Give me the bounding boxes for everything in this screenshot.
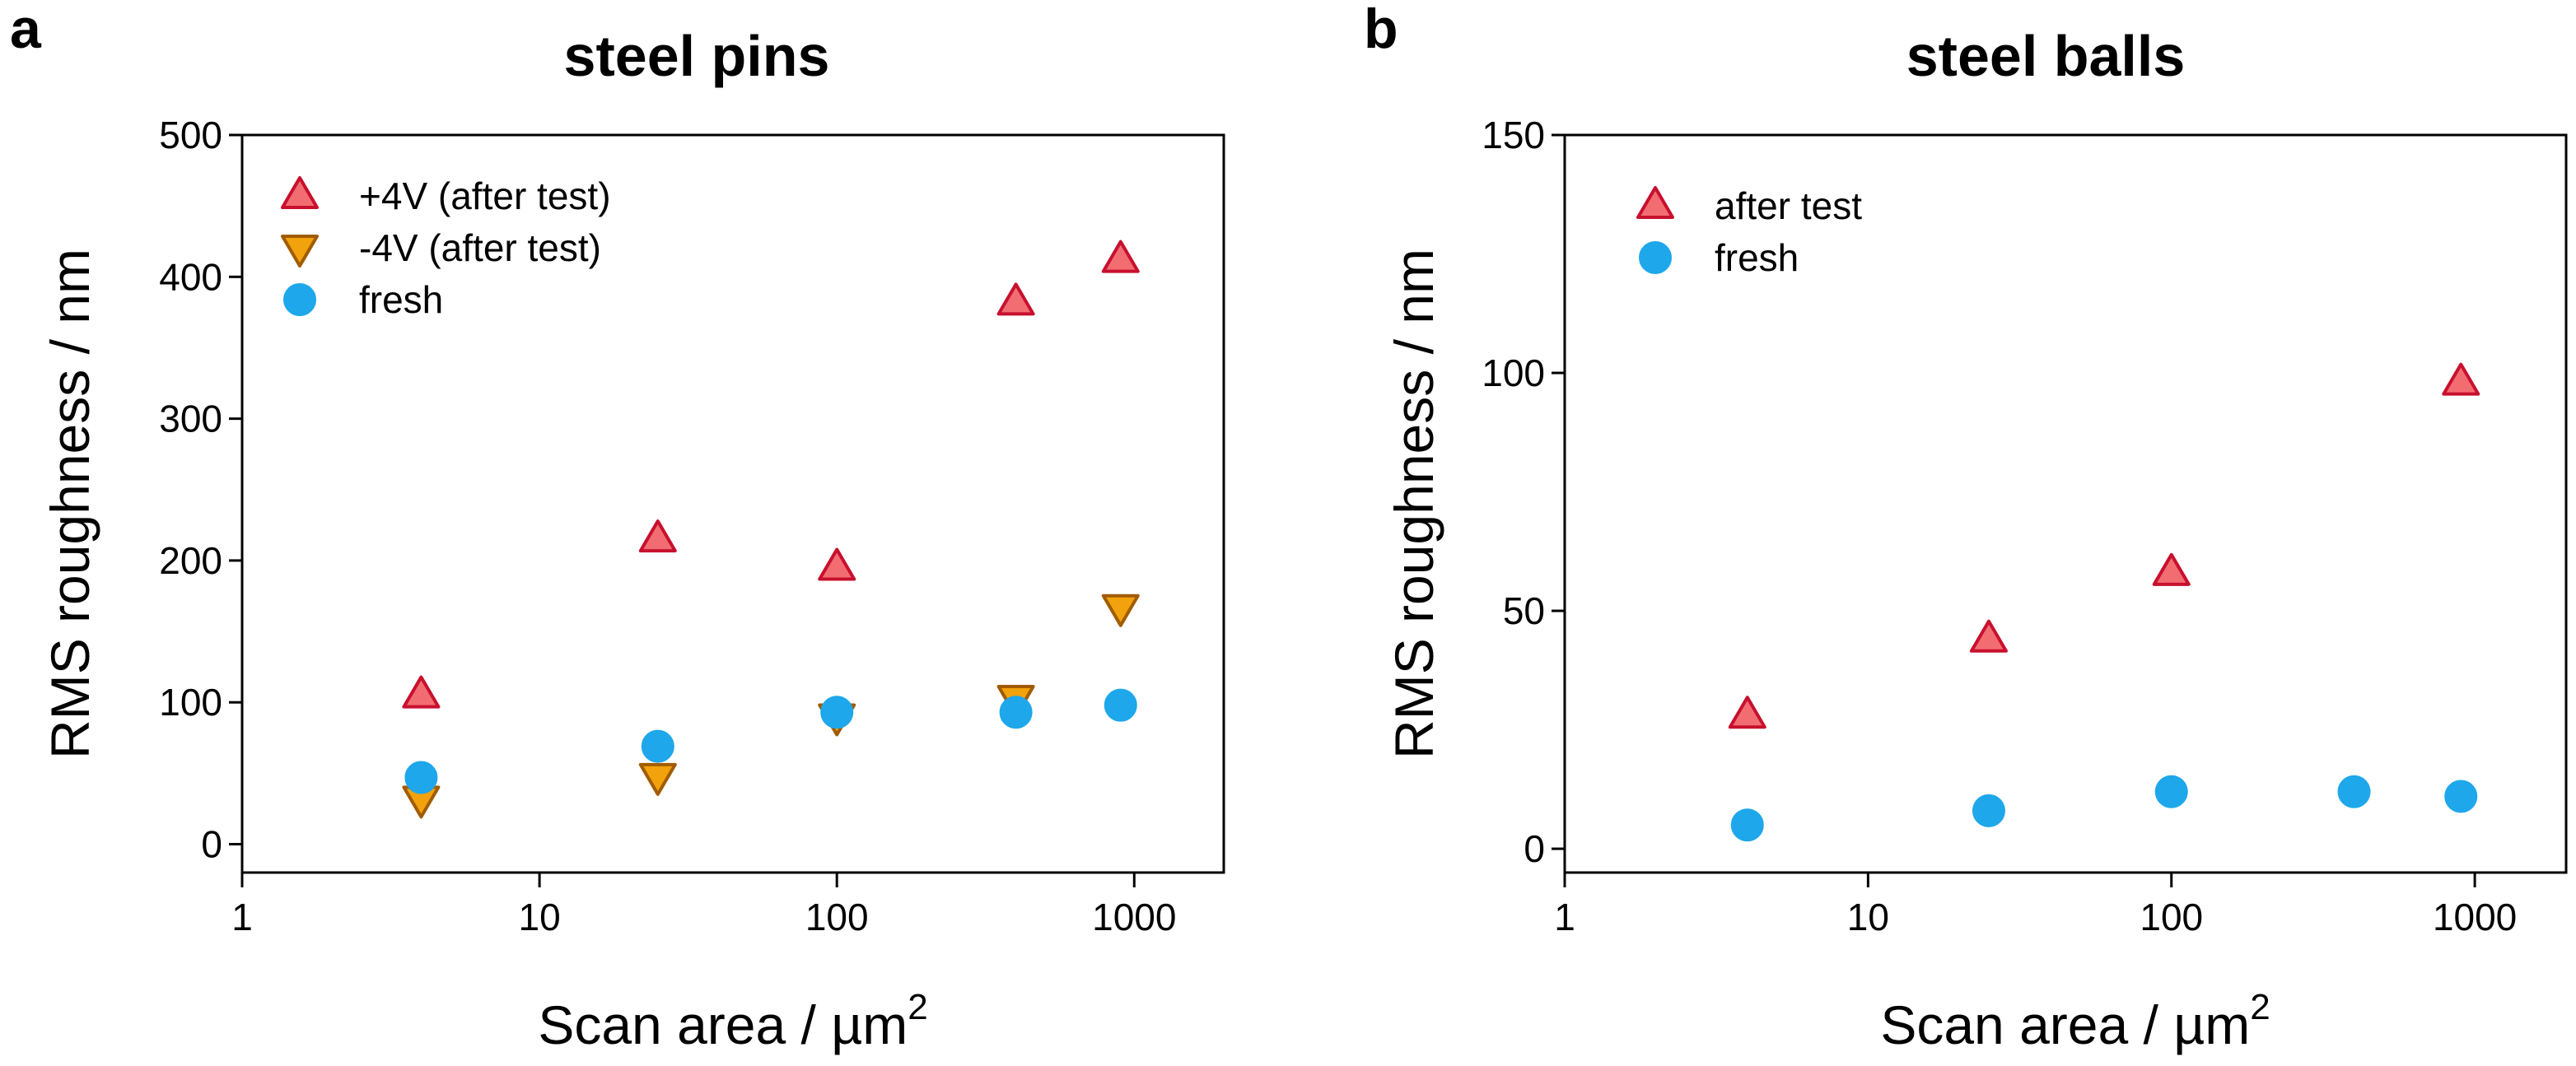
data-point-triangle-up (1728, 696, 1766, 729)
panel-b: b steel balls 0 50 100 150 1 10 100 1000 after … (1364, 0, 2568, 1055)
panel-a-legend: +4V (after test) -4V (after test) fresh (281, 175, 611, 321)
data-point-triangle-down (638, 762, 677, 796)
y-tick-label: 0 (1524, 827, 1545, 870)
data-point-circle (1730, 808, 1764, 842)
panel-b-xlabel-superscript: 2 (2250, 987, 2270, 1027)
panel-a-points (402, 240, 1140, 819)
panel-b-ylabel: RMS roughness / nm (1384, 249, 1444, 759)
y-tick-label: 50 (1503, 589, 1545, 632)
data-point-circle (2444, 780, 2478, 813)
y-tick-label: 400 (159, 255, 222, 298)
legend-label: -4V (after test) (359, 226, 601, 269)
x-tick-label: 1000 (1092, 896, 1176, 938)
panel-letter-a: a (10, 0, 42, 60)
data-point-circle (2337, 775, 2371, 808)
panel-b-xlabel: Scan area / µm2 (1880, 987, 2270, 1055)
legend-marker-triangle-down (281, 235, 319, 268)
legend-label: fresh (1715, 236, 1799, 279)
data-point-triangle-up (1969, 619, 2008, 653)
panel-b-points (1728, 362, 2480, 842)
data-point-circle (641, 729, 674, 763)
x-tick-label: 100 (805, 896, 869, 938)
y-tick-label: 100 (1482, 351, 1545, 394)
panel-b-legend: after test fresh (1636, 184, 1862, 279)
panel-a-xlabel: Scan area / µm2 (538, 987, 927, 1055)
y-tick-label: 500 (159, 114, 222, 156)
y-tick-label: 100 (159, 681, 222, 724)
panel-a-xlabel-superscript: 2 (908, 987, 927, 1027)
legend-label: +4V (after test) (359, 175, 611, 217)
panel-b-ticks: 0 50 100 150 1 10 100 1000 (1482, 114, 2517, 938)
data-point-circle (404, 761, 438, 794)
y-tick-label: 150 (1482, 114, 1545, 156)
data-point-triangle-up (2152, 552, 2191, 586)
panel-a-xlabel-text: Scan area / µm (538, 994, 908, 1055)
panel-a-ticks: 0 100 200 300 400 500 1 10 100 1000 (159, 114, 1176, 938)
data-point-circle (820, 696, 854, 729)
data-point-triangle-up (2442, 362, 2480, 396)
panel-b-title: steel balls (1906, 24, 2186, 88)
panel-a-ylabel: RMS roughness / nm (40, 249, 100, 759)
x-tick-label: 1 (1554, 896, 1575, 938)
panel-b-xlabel-text: Scan area / µm (1880, 994, 2250, 1055)
data-point-circle (1972, 794, 2005, 827)
y-tick-label: 300 (159, 398, 222, 440)
x-tick-label: 10 (519, 896, 561, 938)
panel-a-plot-frame (240, 133, 1225, 874)
data-point-triangle-up (402, 675, 441, 709)
legend-marker-triangle-up (1636, 186, 1674, 219)
legend-label: fresh (359, 278, 443, 321)
data-point-triangle-down (1101, 594, 1140, 627)
legend-label: after test (1715, 184, 1862, 227)
y-tick-label: 200 (159, 539, 222, 582)
legend-marker-circle (283, 283, 316, 316)
data-point-triangle-up (996, 282, 1035, 316)
data-point-circle (1104, 688, 1137, 722)
legend-marker-circle (1639, 241, 1672, 274)
y-tick-label: 0 (201, 823, 222, 866)
data-point-triangle-up (638, 519, 677, 553)
data-point-triangle-up (818, 547, 856, 581)
x-tick-label: 100 (2140, 896, 2203, 938)
x-tick-label: 1000 (2433, 896, 2517, 938)
panel-b-plot-frame (1563, 133, 2568, 874)
panel-a-title: steel pins (564, 24, 830, 88)
data-point-circle (2154, 775, 2188, 808)
x-tick-label: 10 (1847, 896, 1889, 938)
data-point-circle (999, 696, 1033, 729)
panel-letter-b: b (1364, 0, 1398, 60)
x-tick-label: 1 (231, 896, 253, 938)
legend-marker-triangle-up (281, 176, 319, 209)
data-point-triangle-up (1101, 240, 1140, 273)
